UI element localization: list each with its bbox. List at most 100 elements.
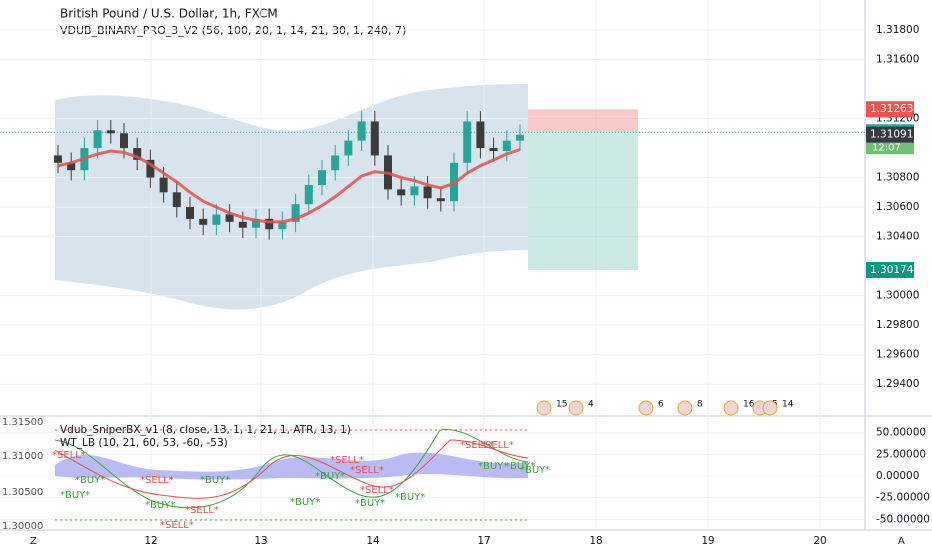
signal-label: *BUY* [145, 500, 175, 511]
price-badge [866, 261, 914, 278]
volatility-band [55, 84, 528, 310]
candle-body [291, 204, 300, 222]
x-tick-label: 19 [701, 535, 714, 547]
corner-label: Z [30, 536, 37, 547]
y-tick-label: 1.31600 [876, 53, 919, 65]
lower-y-tick-label: 25.00000 [876, 448, 926, 460]
lower-legend: Vdub_SniperBX_v1 (8, close, 13, 1, 1, 21… [60, 424, 351, 436]
candle-body [476, 121, 485, 149]
event-icon [677, 400, 693, 416]
y-tick-label: 1.29600 [876, 349, 919, 361]
y-tick-label: 1.30600 [876, 201, 919, 213]
candle-body [93, 130, 102, 149]
y-tick-label: 1.30000 [876, 290, 919, 302]
signal-label: *BUY* [290, 497, 320, 508]
x-tick-label: 20 [813, 535, 826, 547]
candle-body [186, 207, 194, 219]
event-icon [762, 400, 778, 416]
signal-label: *SELL* [480, 440, 514, 451]
price-badge [866, 101, 914, 118]
candle-body [304, 184, 313, 205]
timer-badge [866, 140, 914, 155]
x-tick-label: 13 [254, 535, 267, 547]
candle-body [225, 214, 234, 222]
price-badge [866, 126, 914, 143]
y-tick-label: 1.29400 [876, 378, 919, 390]
signal-label: *SELL* [460, 440, 494, 451]
candle-body [159, 177, 168, 193]
candle-body [357, 121, 366, 141]
y-tick-label: 1.30400 [876, 231, 919, 243]
event-icon [568, 400, 584, 416]
lower-y-tick-label: -50.00000 [876, 513, 930, 525]
signal-label: *SELL* [52, 450, 86, 461]
y-tick-label: 1.31800 [876, 24, 919, 36]
left-tick-label: 1.31000 [2, 451, 43, 462]
candle-body [463, 121, 472, 163]
signal-label: *SELL* [160, 520, 194, 531]
candle-body [120, 133, 128, 149]
candle-body [502, 140, 511, 152]
candle-body [172, 192, 181, 208]
signal-label: *SELL* [330, 455, 364, 466]
left-tick-label: 1.31500 [2, 417, 43, 428]
signal-label: *BUY* [200, 475, 230, 486]
candle-body [397, 189, 406, 196]
signal-label: *BUY* [478, 461, 508, 472]
candle-body [238, 221, 247, 228]
candle-body [133, 148, 142, 160]
candle-body [252, 218, 260, 228]
candle-body [212, 214, 221, 225]
y-tick-label: 1.29800 [876, 319, 919, 331]
left-tick-label: 1.30500 [2, 487, 43, 498]
candle-body [318, 170, 326, 185]
signal-label: *SELL* [185, 505, 219, 516]
wave-line [54, 429, 529, 509]
price-badge-label: 1.31091 [870, 129, 913, 141]
signal-label: *BUY* [505, 461, 535, 472]
lower-y-tick-label: 0.00000 [876, 470, 919, 482]
event-count: 6 [658, 400, 664, 410]
signal-label: *BUY* [75, 475, 105, 486]
indicator-legend: VDUB_BINARY_PRO_3_V2 (56, 100, 20, 1, 14… [60, 24, 406, 37]
event-icon [723, 400, 739, 416]
signal-label: *SELL* [350, 465, 384, 476]
candle-body [199, 218, 208, 225]
candle-body [516, 134, 524, 141]
x-tick-label: 17 [477, 535, 490, 547]
event-count: 16 [743, 400, 755, 410]
candle-body [106, 130, 115, 134]
signal-label: *SELL* [360, 485, 394, 496]
stop-zone [528, 109, 638, 133]
wave-area [55, 452, 528, 480]
x-tick-label: 18 [589, 535, 602, 547]
lower-y-tick-label: 50.00000 [876, 427, 926, 439]
signal-label: *BUY* [395, 492, 425, 503]
y-tick-label: 1.30800 [876, 172, 919, 184]
candle-body [278, 221, 287, 230]
candle-body [146, 159, 155, 178]
candle-body [436, 198, 445, 202]
left-tick-label: 1.30000 [2, 521, 43, 532]
candle-body [423, 186, 432, 199]
signal-label: *BUY* [355, 498, 385, 509]
event-count: 8 [697, 400, 703, 410]
candle-body [370, 121, 379, 156]
x-tick-label: 12 [144, 535, 157, 547]
signal-label: *SELL* [140, 475, 174, 486]
signal-label: *BUY* [520, 465, 550, 476]
timer-label: 12:07 [872, 142, 901, 153]
candle-body [331, 155, 340, 171]
x-tick-label: 14 [366, 535, 380, 547]
signal-label: *BUY* [315, 471, 345, 482]
price-badge-label: 1.30174 [870, 264, 914, 276]
corner-label: A [898, 536, 905, 547]
lower-y-tick-label: -25.00000 [876, 492, 930, 504]
candle-body [67, 162, 76, 171]
event-icon [536, 400, 552, 416]
wave-line-2 [54, 439, 529, 499]
event-icon [638, 400, 654, 416]
candle-body [265, 218, 274, 230]
signal-label: *BUY* [60, 490, 90, 501]
